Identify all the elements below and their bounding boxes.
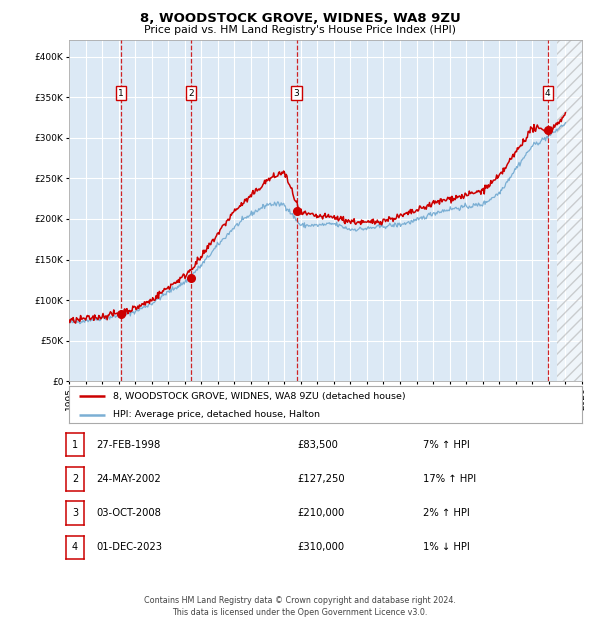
Text: 1: 1 [118, 89, 124, 98]
Text: 1% ↓ HPI: 1% ↓ HPI [423, 542, 470, 552]
Text: 2% ↑ HPI: 2% ↑ HPI [423, 508, 470, 518]
Text: Contains HM Land Registry data © Crown copyright and database right 2024.
This d: Contains HM Land Registry data © Crown c… [144, 596, 456, 617]
Text: Price paid vs. HM Land Registry's House Price Index (HPI): Price paid vs. HM Land Registry's House … [144, 25, 456, 35]
Text: 2: 2 [72, 474, 78, 484]
Text: 3: 3 [72, 508, 78, 518]
Text: 03-OCT-2008: 03-OCT-2008 [96, 508, 161, 518]
Text: 4: 4 [545, 89, 550, 98]
Text: 01-DEC-2023: 01-DEC-2023 [96, 542, 162, 552]
Text: 2: 2 [188, 89, 194, 98]
Text: £127,250: £127,250 [297, 474, 344, 484]
Text: 17% ↑ HPI: 17% ↑ HPI [423, 474, 476, 484]
Text: 24-MAY-2002: 24-MAY-2002 [96, 474, 161, 484]
Text: 7% ↑ HPI: 7% ↑ HPI [423, 440, 470, 450]
Text: 8, WOODSTOCK GROVE, WIDNES, WA8 9ZU: 8, WOODSTOCK GROVE, WIDNES, WA8 9ZU [140, 12, 460, 25]
Text: £83,500: £83,500 [297, 440, 338, 450]
Text: 27-FEB-1998: 27-FEB-1998 [96, 440, 160, 450]
Text: £310,000: £310,000 [297, 542, 344, 552]
Text: 4: 4 [72, 542, 78, 552]
Text: 8, WOODSTOCK GROVE, WIDNES, WA8 9ZU (detached house): 8, WOODSTOCK GROVE, WIDNES, WA8 9ZU (det… [113, 392, 405, 401]
Text: 3: 3 [293, 89, 299, 98]
Text: £210,000: £210,000 [297, 508, 344, 518]
Text: HPI: Average price, detached house, Halton: HPI: Average price, detached house, Halt… [113, 410, 320, 419]
Bar [557, 40, 582, 381]
Text: 1: 1 [72, 440, 78, 450]
